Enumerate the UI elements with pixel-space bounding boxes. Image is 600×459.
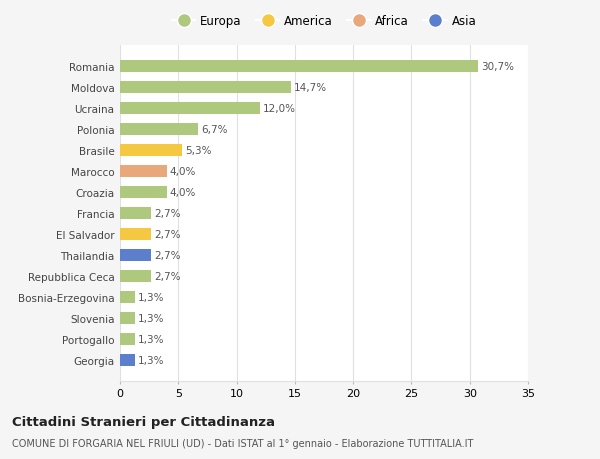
- Text: 2,7%: 2,7%: [154, 208, 181, 218]
- Bar: [120, 207, 151, 219]
- Bar: [120, 145, 182, 157]
- Text: COMUNE DI FORGARIA NEL FRIULI (UD) - Dati ISTAT al 1° gennaio - Elaborazione TUT: COMUNE DI FORGARIA NEL FRIULI (UD) - Dat…: [12, 438, 473, 448]
- Bar: [120, 250, 151, 261]
- Text: 6,7%: 6,7%: [201, 125, 227, 134]
- Text: 2,7%: 2,7%: [154, 250, 181, 260]
- Text: 14,7%: 14,7%: [294, 83, 328, 93]
- Text: 4,0%: 4,0%: [170, 188, 196, 197]
- Text: 1,3%: 1,3%: [138, 313, 164, 323]
- Text: 1,3%: 1,3%: [138, 334, 164, 344]
- Bar: [120, 82, 292, 94]
- Bar: [120, 354, 135, 366]
- Bar: [120, 187, 167, 198]
- Bar: [120, 61, 478, 73]
- Bar: [120, 270, 151, 282]
- Text: 30,7%: 30,7%: [481, 62, 514, 72]
- Bar: [120, 313, 135, 324]
- Text: 5,3%: 5,3%: [185, 146, 211, 156]
- Text: 1,3%: 1,3%: [138, 355, 164, 365]
- Text: 4,0%: 4,0%: [170, 167, 196, 177]
- Bar: [120, 333, 135, 345]
- Bar: [120, 103, 260, 114]
- Bar: [120, 229, 151, 240]
- Text: 2,7%: 2,7%: [154, 230, 181, 239]
- Bar: [120, 124, 198, 135]
- Text: 2,7%: 2,7%: [154, 271, 181, 281]
- Legend: Europa, America, Africa, Asia: Europa, America, Africa, Asia: [168, 11, 480, 32]
- Bar: [120, 291, 135, 303]
- Bar: [120, 166, 167, 177]
- Text: Cittadini Stranieri per Cittadinanza: Cittadini Stranieri per Cittadinanza: [12, 415, 275, 428]
- Text: 12,0%: 12,0%: [263, 104, 296, 114]
- Text: 1,3%: 1,3%: [138, 292, 164, 302]
